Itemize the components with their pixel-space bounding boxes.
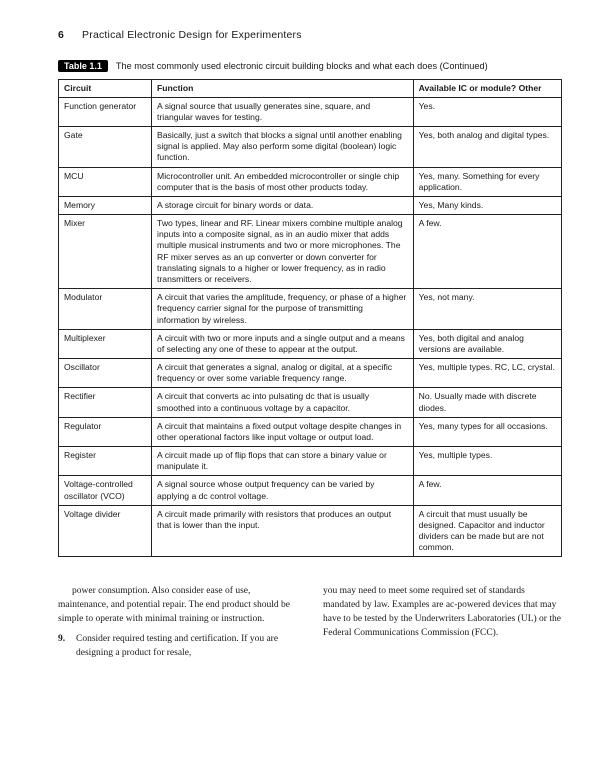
body-text-columns: power consumption. Also consider ease of… bbox=[58, 585, 562, 660]
cell-circuit: Memory bbox=[59, 196, 152, 214]
table-caption: Table 1.1 The most commonly used electron… bbox=[58, 60, 562, 72]
cell-circuit: Gate bbox=[59, 127, 152, 168]
col-function: Function bbox=[152, 79, 414, 97]
table-row: Voltage dividerA circuit made primarily … bbox=[59, 505, 562, 557]
cell-circuit: Modulator bbox=[59, 289, 152, 330]
cell-available: Yes, Many kinds. bbox=[413, 196, 561, 214]
cell-circuit: Register bbox=[59, 447, 152, 476]
cell-function: A circuit with two or more inputs and a … bbox=[152, 329, 414, 358]
table-row: GateBasically, just a switch that blocks… bbox=[59, 127, 562, 168]
col-available: Available IC or module? Other bbox=[413, 79, 561, 97]
table-row: OscillatorA circuit that generates a sig… bbox=[59, 359, 562, 388]
cell-function: A circuit that varies the amplitude, fre… bbox=[152, 289, 414, 330]
page-number: 6 bbox=[58, 29, 64, 41]
cell-function: A signal source whose output frequency c… bbox=[152, 476, 414, 505]
table-row: Function generatorA signal source that u… bbox=[59, 97, 562, 126]
cell-function: A circuit that converts ac into pulsatin… bbox=[152, 388, 414, 417]
cell-function: A circuit that maintains a fixed output … bbox=[152, 417, 414, 446]
table-caption-text: The most commonly used electronic circui… bbox=[116, 61, 488, 71]
cell-available: A circuit that must usually be designed.… bbox=[413, 505, 561, 557]
table-label: Table 1.1 bbox=[58, 60, 108, 72]
cell-function: A circuit made primarily with resistors … bbox=[152, 505, 414, 557]
cell-function: Basically, just a switch that blocks a s… bbox=[152, 127, 414, 168]
cell-circuit: Voltage-controlled oscillator (VCO) bbox=[59, 476, 152, 505]
table-row: ModulatorA circuit that varies the ampli… bbox=[59, 289, 562, 330]
table-row: RegisterA circuit made up of flip flops … bbox=[59, 447, 562, 476]
table-row: MixerTwo types, linear and RF. Linear mi… bbox=[59, 215, 562, 289]
cell-available: Yes, many types for all occasions. bbox=[413, 417, 561, 446]
cell-circuit: MCU bbox=[59, 167, 152, 196]
table-row: MultiplexerA circuit with two or more in… bbox=[59, 329, 562, 358]
cell-available: Yes, both analog and digital types. bbox=[413, 127, 561, 168]
running-title: Practical Electronic Design for Experime… bbox=[82, 29, 302, 41]
right-paragraph: you may need to meet some required set o… bbox=[323, 585, 562, 640]
cell-available: Yes, multiple types. bbox=[413, 447, 561, 476]
cell-circuit: Multiplexer bbox=[59, 329, 152, 358]
table-row: RectifierA circuit that converts ac into… bbox=[59, 388, 562, 417]
cell-circuit: Function generator bbox=[59, 97, 152, 126]
running-header: 6 Practical Electronic Design for Experim… bbox=[58, 28, 562, 42]
left-column: power consumption. Also consider ease of… bbox=[58, 585, 297, 660]
table-row: RegulatorA circuit that maintains a fixe… bbox=[59, 417, 562, 446]
table-row: MCUMicrocontroller unit. An embedded mic… bbox=[59, 167, 562, 196]
list-text: Consider required testing and certificat… bbox=[76, 633, 297, 661]
right-column: you may need to meet some required set o… bbox=[323, 585, 562, 660]
circuits-table: Circuit Function Available IC or module?… bbox=[58, 79, 562, 558]
cell-function: A circuit that generates a signal, analo… bbox=[152, 359, 414, 388]
cell-circuit: Mixer bbox=[59, 215, 152, 289]
cell-circuit: Rectifier bbox=[59, 388, 152, 417]
list-item-9: 9. Consider required testing and certifi… bbox=[58, 633, 297, 661]
cell-available: Yes, multiple types. RC, LC, crystal. bbox=[413, 359, 561, 388]
table-row: MemoryA storage circuit for binary words… bbox=[59, 196, 562, 214]
cell-function: A storage circuit for binary words or da… bbox=[152, 196, 414, 214]
cell-available: Yes. bbox=[413, 97, 561, 126]
col-circuit: Circuit bbox=[59, 79, 152, 97]
cell-available: Yes, not many. bbox=[413, 289, 561, 330]
cell-available: No. Usually made with discrete diodes. bbox=[413, 388, 561, 417]
table-row: Voltage-controlled oscillator (VCO)A sig… bbox=[59, 476, 562, 505]
cell-available: Yes, many. Something for every applicati… bbox=[413, 167, 561, 196]
cell-available: Yes, both digital and analog versions ar… bbox=[413, 329, 561, 358]
cell-circuit: Regulator bbox=[59, 417, 152, 446]
cell-function: Microcontroller unit. An embedded microc… bbox=[152, 167, 414, 196]
cell-circuit: Voltage divider bbox=[59, 505, 152, 557]
cell-function: A signal source that usually generates s… bbox=[152, 97, 414, 126]
cell-function: A circuit made up of flip flops that can… bbox=[152, 447, 414, 476]
cell-available: A few. bbox=[413, 476, 561, 505]
cell-circuit: Oscillator bbox=[59, 359, 152, 388]
table-header-row: Circuit Function Available IC or module?… bbox=[59, 79, 562, 97]
cell-available: A few. bbox=[413, 215, 561, 289]
list-number: 9. bbox=[58, 633, 76, 661]
cell-function: Two types, linear and RF. Linear mixers … bbox=[152, 215, 414, 289]
continuation-paragraph: power consumption. Also consider ease of… bbox=[58, 585, 297, 626]
